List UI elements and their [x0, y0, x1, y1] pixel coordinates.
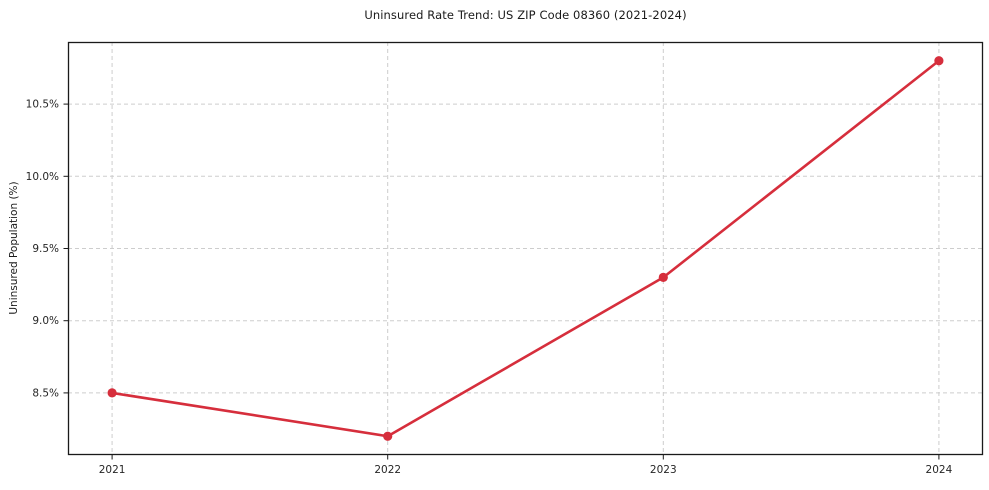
y-axis-label: Uninsured Population (%) — [8, 181, 20, 315]
x-tick-label: 2023 — [650, 464, 677, 476]
data-point — [658, 272, 668, 282]
chart-title: Uninsured Rate Trend: US ZIP Code 08360 … — [364, 8, 687, 22]
x-tick-label: 2021 — [99, 464, 126, 476]
grid-layer — [68, 42, 983, 455]
y-tick-label: 8.5% — [32, 387, 59, 399]
y-tick-label: 9.0% — [32, 315, 59, 327]
x-tick-label: 2022 — [374, 464, 401, 476]
data-point — [934, 56, 944, 66]
data-point — [383, 431, 393, 441]
plot-border — [67, 41, 984, 456]
axis-layer — [63, 41, 984, 460]
series-layer — [107, 56, 944, 441]
y-tick-label: 9.5% — [32, 243, 59, 255]
y-tick-label: 10.0% — [26, 171, 59, 183]
trend-line — [110, 59, 941, 438]
tick-label-layer: 2021 2022 2023 2024 8.5% 9.0% 9.5% 10.0% 10.5% — [26, 99, 953, 476]
x-tick-label: 2024 — [926, 464, 953, 476]
y-tick-label: 10.5% — [26, 99, 59, 111]
data-point — [107, 388, 117, 398]
